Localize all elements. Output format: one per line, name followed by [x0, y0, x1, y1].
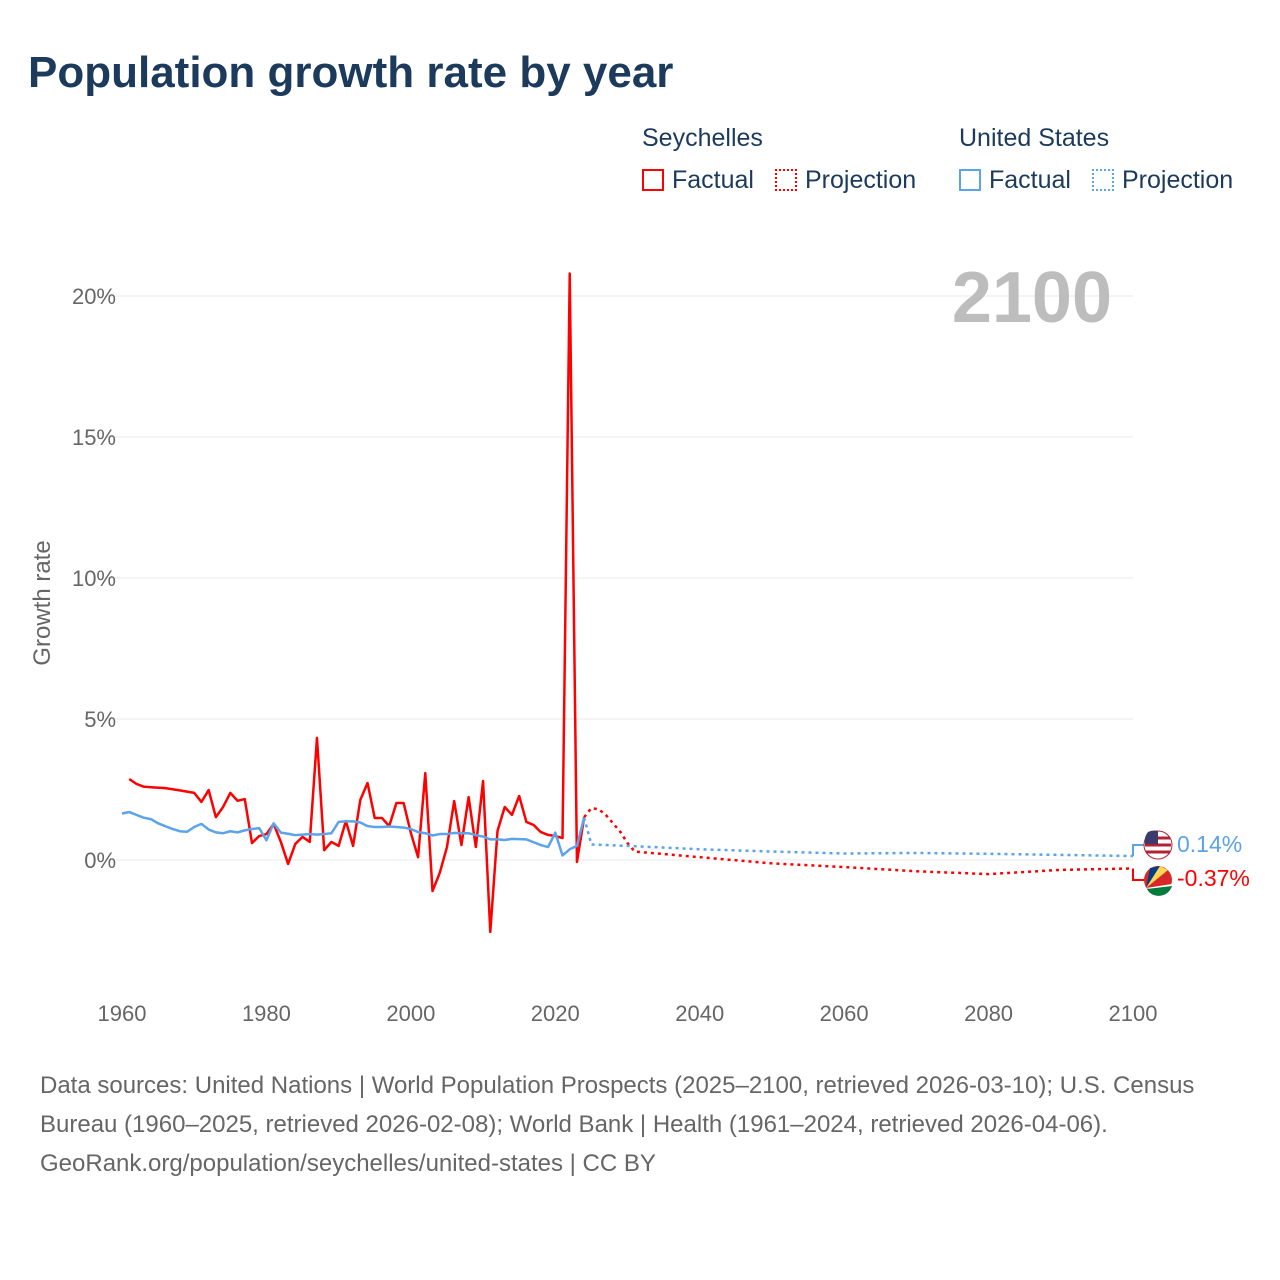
page-title: Population growth rate by year: [28, 48, 674, 97]
y-tick-label: 0%: [84, 848, 116, 873]
series-line-united-states-projection: [582, 817, 1134, 858]
legend-label: Factual: [672, 166, 754, 194]
us-end-connector: [1132, 844, 1144, 857]
legend-label: Projection: [1122, 166, 1234, 194]
legend-swatch: [775, 169, 797, 191]
line-chart: 0% 5% 10% 15% 20% 1960 1980 2000 2020 2040 2060 208…: [29, 258, 1250, 1026]
us-flag-icon: [1143, 830, 1173, 860]
series-line-united-states-factual: [121, 810, 586, 857]
legend-us-factual[interactable]: Factual: [959, 166, 1071, 195]
legend-swatch: [1092, 169, 1114, 191]
series-line-seychelles-factual: [128, 272, 586, 934]
x-tick-label: 2100: [1109, 1001, 1158, 1026]
x-tick-label: 2060: [820, 1001, 869, 1026]
x-tick-label: 2040: [675, 1001, 724, 1026]
data-sources: Data sources: United Nations | World Pop…: [40, 1072, 1195, 1138]
legend-group-seychelles: Seychelles: [642, 124, 763, 152]
y-tick-label: 5%: [84, 707, 116, 732]
legend-label: Projection: [805, 166, 917, 194]
legend-seychelles-factual[interactable]: Factual: [642, 166, 754, 195]
x-tick-label: 2000: [386, 1001, 435, 1026]
legend-us-projection[interactable]: Projection: [1092, 166, 1233, 195]
year-label: 2100: [952, 258, 1112, 338]
y-tick-label: 15%: [72, 425, 116, 450]
y-tick-label: 20%: [72, 284, 116, 309]
series-line-seychelles-projection: [583, 806, 1134, 876]
us-end-label: 0.14%: [1177, 831, 1242, 857]
legend-swatch: [642, 169, 664, 191]
legend-swatch: [959, 169, 981, 191]
x-tick-label: 1960: [98, 1001, 147, 1026]
y-tick-label: 10%: [72, 566, 116, 591]
y-axis-label: Growth rate: [29, 540, 56, 665]
source-link[interactable]: GeoRank.org/population/seychelles/united…: [40, 1150, 656, 1177]
seychelles-end-label: -0.37%: [1177, 865, 1250, 891]
legend-seychelles-projection[interactable]: Projection: [775, 166, 916, 195]
x-tick-label: 2080: [964, 1001, 1013, 1026]
footer: Data sources: United Nations | World Pop…: [40, 1066, 1220, 1183]
x-tick-label: 2020: [531, 1001, 580, 1026]
legend-group-united-states: United States: [959, 124, 1110, 152]
x-tick-label: 1980: [242, 1001, 291, 1026]
legend-label: Factual: [989, 166, 1071, 194]
seychelles-end-connector: [1132, 868, 1144, 881]
seychelles-flag-icon: [1144, 866, 1172, 896]
